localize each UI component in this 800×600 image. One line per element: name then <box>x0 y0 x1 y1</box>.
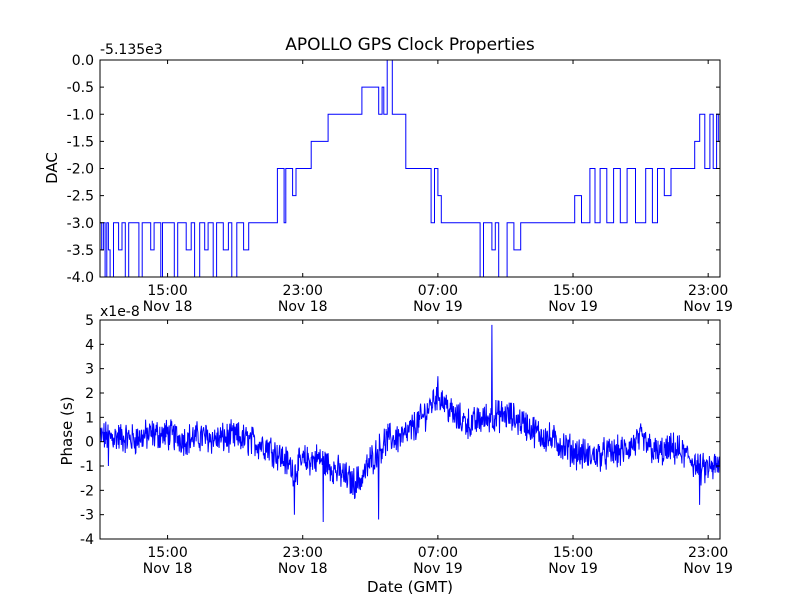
dac-x-tick-date: Nov 19 <box>548 299 598 315</box>
phase-y-tick-label: 0 <box>85 435 94 451</box>
dac-x-tick-time: 15:00 <box>147 283 187 299</box>
phase-x-tick-time: 23:00 <box>688 545 728 561</box>
phase-x-tick-date: Nov 19 <box>683 561 733 577</box>
dac-x-tick-time: 15:00 <box>553 283 593 299</box>
dac-offset-label: -5.135e3 <box>100 42 163 58</box>
dac-x-tick-time: 23:00 <box>688 283 728 299</box>
phase-series-line <box>99 324 721 523</box>
dac-y-tick-label: 0.0 <box>72 53 94 69</box>
phase-y-tick-label: 2 <box>85 386 94 402</box>
dac-x-tick-time: 07:00 <box>418 283 458 299</box>
phase-y-axis-label: Phase (s) <box>58 396 76 465</box>
phase-y-tick-label: -2 <box>80 483 94 499</box>
dac-x-tick-date: Nov 19 <box>413 299 463 315</box>
dac-y-tick-label: -4.0 <box>67 270 94 286</box>
phase-x-tick-time: 23:00 <box>283 545 323 561</box>
dac-series <box>100 59 721 278</box>
dac-x-tick-date: Nov 18 <box>143 299 193 315</box>
dac-y-tick-label: -2.5 <box>67 189 94 205</box>
phase-y-tick-label: -4 <box>80 532 94 548</box>
phase-x-tick-date: Nov 18 <box>143 561 193 577</box>
dac-y-tick-label: -0.5 <box>67 80 94 96</box>
phase-y-tick-label: 1 <box>85 410 94 426</box>
phase-offset-label: x1e-8 <box>100 304 140 320</box>
phase-x-tick-date: Nov 19 <box>413 561 463 577</box>
dac-y-tick-label: -3.5 <box>67 243 94 259</box>
chart-title: APOLLO GPS Clock Properties <box>285 35 535 55</box>
phase-x-tick-time: 15:00 <box>147 545 187 561</box>
phase-x-tick-date: Nov 18 <box>278 561 328 577</box>
phase-x-tick-date: Nov 19 <box>548 561 598 577</box>
dac-panel: -5.135e3 DAC 0.0 -0.5 -1.0 -1.5 -2.0 -2.5 -3.0… <box>43 42 733 315</box>
dac-y-tick-label: -1.5 <box>67 134 94 150</box>
dac-x-tick-date: Nov 19 <box>683 299 733 315</box>
dac-x-tick-date: Nov 18 <box>278 299 328 315</box>
phase-y-tick-label: 5 <box>85 313 94 329</box>
phase-y-tick-label: 3 <box>85 362 94 378</box>
dac-x-tick-time: 23:00 <box>283 283 323 299</box>
dac-y-axis-label: DAC <box>43 152 61 184</box>
phase-y-tick-label: 4 <box>85 337 94 353</box>
phase-series <box>99 324 721 523</box>
phase-plot-frame <box>99 319 721 540</box>
phase-y-tick-label: -3 <box>80 508 94 524</box>
dac-y-tick-label: -3.0 <box>67 216 94 232</box>
dac-y-tick-label: -1.0 <box>67 107 94 123</box>
dac-y-tick-label: -2.0 <box>67 162 94 178</box>
phase-x-axis-label: Date (GMT) <box>367 578 453 596</box>
phase-y-tick-label: -1 <box>80 459 94 475</box>
dac-series-line <box>100 59 721 278</box>
phase-x-tick-time: 07:00 <box>418 545 458 561</box>
phase-x-tick-time: 15:00 <box>553 545 593 561</box>
